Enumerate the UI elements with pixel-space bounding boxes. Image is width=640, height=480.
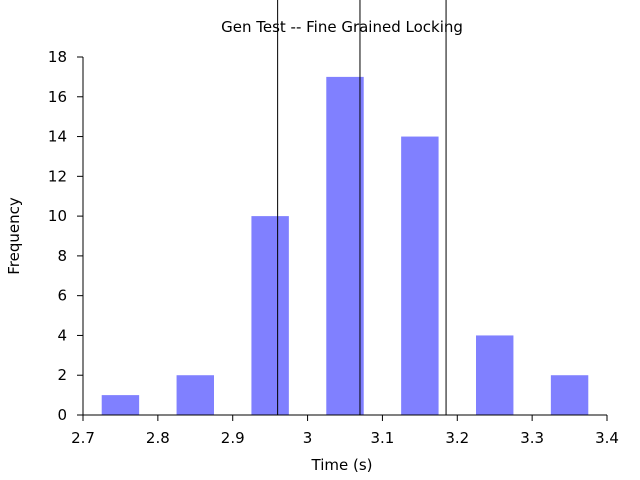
- x-tick-label-1: 2.8: [146, 429, 170, 447]
- x-tick-label-6: 3.3: [520, 429, 544, 447]
- histogram-bar-2: [251, 216, 289, 415]
- y-tick-label-4: 8: [57, 247, 67, 265]
- chart-title: Gen Test -- Fine Grained Locking: [221, 18, 463, 36]
- x-tick-label-0: 2.7: [71, 429, 95, 447]
- histogram-bar-6: [550, 375, 589, 415]
- y-tick-label-7: 14: [48, 128, 67, 146]
- x-axis-label: Time (s): [311, 456, 373, 474]
- x-tick-label-4: 3.1: [370, 429, 394, 447]
- histogram-bar-5: [476, 335, 514, 415]
- x-tick-label-7: 3.4: [595, 429, 619, 447]
- y-tick-label-0: 0: [57, 406, 67, 424]
- y-tick-label-9: 18: [48, 48, 67, 66]
- y-tick-label-3: 6: [57, 287, 67, 305]
- histogram-bar-0: [101, 395, 140, 415]
- y-tick-label-5: 10: [48, 207, 67, 225]
- x-tick-label-5: 3.2: [445, 429, 469, 447]
- histogram-bar-4: [401, 136, 439, 416]
- y-tick-label-8: 16: [48, 88, 67, 106]
- y-tick-label-6: 12: [48, 167, 67, 185]
- y-tick-label-2: 4: [57, 326, 67, 344]
- y-axis-label: Frequency: [5, 197, 23, 275]
- y-tick-label-1: 2: [57, 366, 67, 384]
- x-tick-label-2: 2.9: [221, 429, 245, 447]
- histogram-bar-1: [176, 375, 214, 415]
- x-tick-label-3: 3: [303, 429, 313, 447]
- histogram-bar-3: [326, 76, 364, 415]
